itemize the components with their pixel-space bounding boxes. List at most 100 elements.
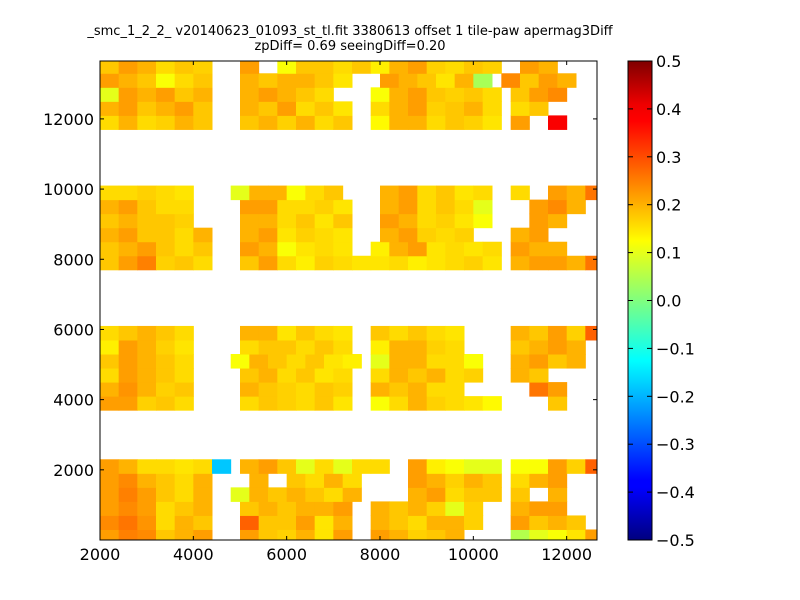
heatmap-cell (389, 529, 409, 541)
heatmap-cell (258, 227, 278, 243)
heatmap-cell (174, 368, 194, 383)
heatmap-cell (314, 213, 334, 229)
heatmap-cell (426, 354, 446, 369)
heatmap-cell (277, 501, 297, 516)
heatmap-cell (445, 354, 465, 369)
heatmap-cell (482, 241, 502, 257)
colorbar-tick-label: 0.0 (656, 292, 681, 311)
heatmap-cell (100, 515, 120, 530)
heatmap-cell (566, 325, 586, 341)
heatmap-cell (174, 73, 194, 88)
heatmap-cell (193, 473, 213, 488)
heatmap-cell (156, 529, 176, 541)
heatmap-cell (510, 473, 530, 488)
heatmap-cell (277, 382, 297, 397)
heatmap-cell (100, 325, 120, 341)
heatmap-cell (174, 325, 194, 341)
heatmap-cell (389, 255, 409, 271)
heatmap-cell (510, 115, 530, 130)
heatmap-cell (305, 354, 325, 369)
heatmap-cell (408, 87, 428, 102)
heatmap-cell (538, 73, 558, 88)
heatmap-cell (333, 339, 353, 355)
heatmap-cell (548, 241, 568, 257)
heatmap-cell (370, 529, 390, 541)
heatmap-cell (156, 487, 176, 502)
heatmap-cell (258, 459, 278, 474)
heatmap-cell (314, 101, 334, 116)
heatmap-cell (352, 255, 372, 271)
heatmap-cell (268, 354, 288, 369)
heatmap-cell (240, 73, 260, 88)
heatmap-cell (566, 185, 586, 201)
heatmap-cell (566, 354, 586, 369)
heatmap-cell (333, 61, 353, 74)
heatmap-cell (324, 354, 344, 369)
heatmap-cell (296, 213, 316, 229)
heatmap-cell (445, 339, 465, 355)
colorbar-tick-label: 0.5 (656, 52, 681, 71)
heatmap-cell (118, 396, 138, 411)
heatmap-cell (156, 213, 176, 229)
heatmap-cell (118, 87, 138, 102)
heatmap-cell (529, 459, 549, 474)
heatmap-cell (352, 61, 372, 74)
x-tick-label: 10000 (448, 545, 499, 564)
heatmap-cell (389, 368, 409, 383)
heatmap-cell (258, 87, 278, 102)
heatmap-cell (156, 199, 176, 215)
heatmap-cell (174, 396, 194, 411)
heatmap-cell (548, 354, 568, 369)
heatmap-cell (464, 515, 484, 530)
heatmap-cell (408, 241, 428, 257)
heatmap-cell (277, 529, 297, 541)
colorbar-tick-label: −0.3 (656, 435, 695, 454)
y-tick-label: 6000 (53, 320, 94, 339)
heatmap-cell (333, 213, 353, 229)
heatmap-cell (193, 101, 213, 116)
heatmap-cell (137, 396, 157, 411)
heatmap-cell (548, 185, 568, 201)
heatmap-cell (333, 396, 353, 411)
heatmap-cell (408, 255, 428, 271)
heatmap-cell (548, 473, 568, 488)
heatmap-cell (193, 529, 213, 541)
heatmap-cell (370, 354, 390, 369)
heatmap-cell (240, 368, 260, 383)
heatmap-cell (445, 396, 465, 411)
heatmap-cell (118, 325, 138, 341)
heatmap-cell (137, 199, 157, 215)
heatmap-cell (296, 101, 316, 116)
heatmap-cell (333, 101, 353, 116)
heatmap-cell (156, 255, 176, 271)
heatmap-cell (156, 515, 176, 530)
heatmap-cell (529, 199, 549, 215)
heatmap-cell (389, 339, 409, 355)
heatmap-cell (174, 473, 194, 488)
colorbar-tick-label: 0.4 (656, 100, 681, 119)
heatmap-cell (137, 473, 157, 488)
colorbar-tick-label: −0.4 (656, 483, 695, 502)
heatmap-cell (137, 487, 157, 502)
heatmap-cell (389, 101, 409, 116)
heatmap-cell (333, 529, 353, 541)
heatmap-cell (193, 515, 213, 530)
heatmap-cell (100, 459, 120, 474)
colorbar-tick-label: 0.2 (656, 196, 681, 215)
heatmap-cell (100, 185, 120, 201)
heatmap-cell (277, 339, 297, 355)
heatmap-cell (118, 459, 138, 474)
heatmap-cell (398, 227, 418, 243)
heatmap-cell (240, 199, 260, 215)
heatmap-cell (482, 101, 502, 116)
heatmap-cell (174, 87, 194, 102)
heatmap-cell (380, 185, 400, 201)
heatmap-cell (100, 487, 120, 502)
heatmap-cell (370, 382, 390, 397)
heatmap-cell (426, 529, 446, 541)
heatmap-cell (249, 487, 269, 502)
y-tick-label: 2000 (53, 461, 94, 480)
heatmap-cell (100, 368, 120, 383)
heatmap-cell (240, 382, 260, 397)
